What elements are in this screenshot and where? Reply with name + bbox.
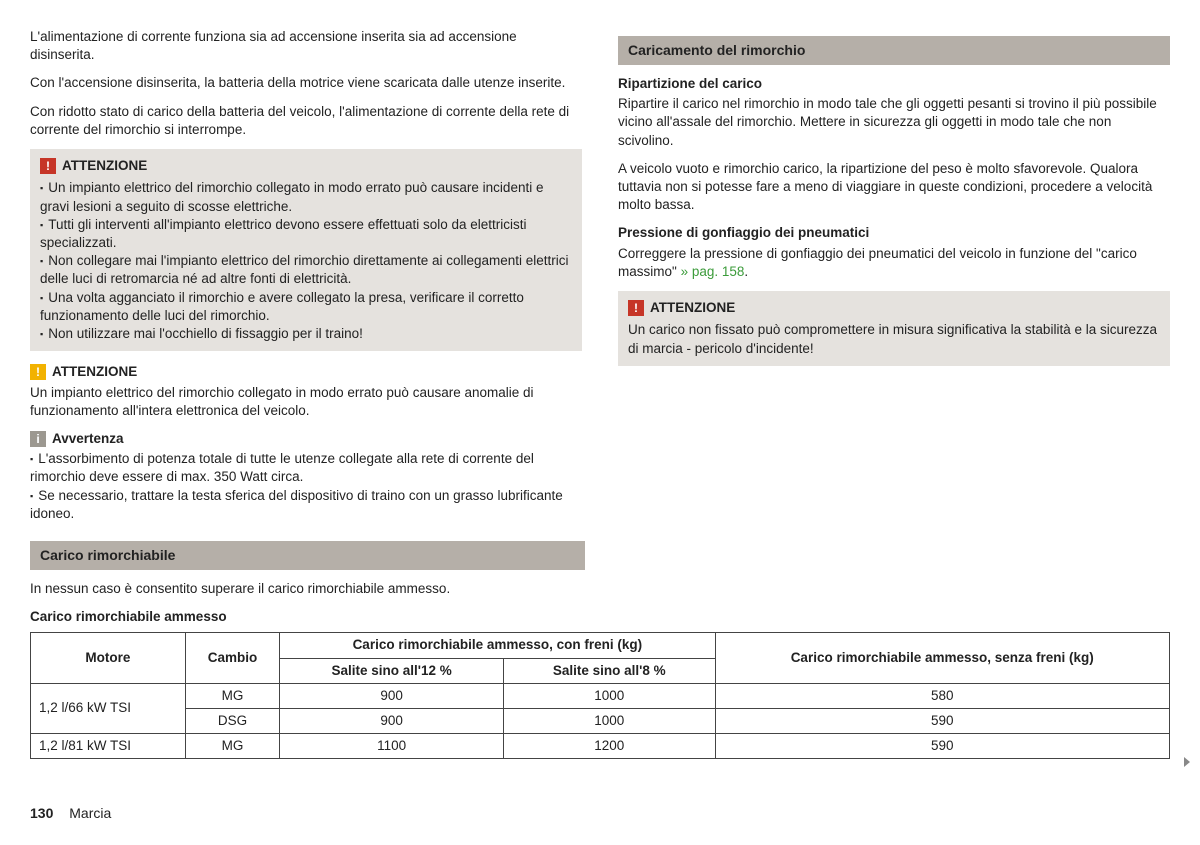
section-header: Carico rimorchiabile [30,541,585,570]
cell-gearbox: MG [185,734,279,759]
cell-value: 590 [715,709,1170,734]
cell-value: 1200 [503,734,715,759]
th-cambio: Cambio [185,633,279,683]
table-row: 1,2 l/81 kW TSI MG 1100 1200 590 [31,734,1170,759]
warning-title: ATTENZIONE [650,299,735,317]
towing-load-table: Motore Cambio Carico rimorchiabile ammes… [30,632,1170,759]
warning-icon: ! [628,300,644,316]
cell-value: 1100 [280,734,504,759]
cell-engine: 1,2 l/66 kW TSI [31,683,186,733]
bottom-section: Carico rimorchiabile In nessun caso è co… [30,541,1170,759]
right-column: Caricamento del rimorchio Ripartizione d… [618,28,1170,523]
cell-value: 900 [280,683,504,708]
cell-engine: 1,2 l/81 kW TSI [31,734,186,759]
warning-box-red: ! ATTENZIONE Un impianto elettrico del r… [30,149,582,351]
table-caption: Carico rimorchiabile ammesso [30,608,1170,626]
th-confreni: Carico rimorchiabile ammesso, con freni … [280,633,715,658]
body-text: Con l'accensione disinserita, la batteri… [30,74,582,92]
warning-bullet: Un impianto elettrico del rimorchio coll… [40,179,572,215]
left-column: L'alimentazione di corrente funziona sia… [30,28,582,523]
page-number: 130 [30,805,53,821]
cell-gearbox: DSG [185,709,279,734]
footer-section-name: Marcia [69,805,111,821]
info-icon: i [30,431,46,447]
warning-bullet: Una volta agganciato il rimorchio e aver… [40,289,572,325]
table-header-row: Motore Cambio Carico rimorchiabile ammes… [31,633,1170,658]
body-text: Correggere la pressione di gonfiaggio de… [618,245,1170,281]
body-fragment: . [744,264,748,279]
cell-value: 580 [715,683,1170,708]
section-header: Caricamento del rimorchio [618,36,1170,65]
body-text: In nessun caso è consentito superare il … [30,580,1170,598]
th-slope-8: Salite sino all'8 % [503,658,715,683]
warning-box-red: ! ATTENZIONE Un carico non fissato può c… [618,291,1170,366]
table-row: DSG 900 1000 590 [31,709,1170,734]
note-bullet: L'assorbimento di potenza totale di tutt… [30,450,582,486]
body-text: Ripartire il carico nel rimorchio in mod… [618,95,1170,150]
body-text: A veicolo vuoto e rimorchio carico, la r… [618,160,1170,215]
body-text: Con ridotto stato di carico della batter… [30,103,582,139]
page-footer: 130 Marcia [30,804,111,823]
subheading: Ripartizione del carico [618,75,1170,93]
cell-value: 590 [715,734,1170,759]
page-reference-link[interactable]: » pag. 158 [681,264,745,279]
th-motore: Motore [31,633,186,683]
cell-value: 900 [280,709,504,734]
warning-bullet: Non collegare mai l'impianto elettrico d… [40,252,572,288]
note-title: Avvertenza [52,430,124,448]
warning-text: Un carico non fissato può compromettere … [628,321,1160,357]
table-row: 1,2 l/66 kW TSI MG 900 1000 580 [31,683,1170,708]
th-slope-12: Salite sino all'12 % [280,658,504,683]
warning-bullet: Tutti gli interventi all'impianto elettr… [40,216,572,252]
subheading: Pressione di gonfiaggio dei pneumatici [618,224,1170,242]
note-bullet: Se necessario, trattare la testa sferica… [30,487,582,523]
warning-title: ATTENZIONE [62,157,147,175]
body-text: L'alimentazione di corrente funziona sia… [30,28,582,64]
caution-icon: ! [30,364,46,380]
cell-gearbox: MG [185,683,279,708]
continue-arrow-icon [1184,757,1190,767]
warning-icon: ! [40,158,56,174]
caution-title: ATTENZIONE [52,363,137,381]
th-senzafreni: Carico rimorchiabile ammesso, senza fren… [715,633,1170,683]
cell-value: 1000 [503,683,715,708]
caution-text: Un impianto elettrico del rimorchio coll… [30,384,582,420]
cell-value: 1000 [503,709,715,734]
warning-bullet: Non utilizzare mai l'occhiello di fissag… [40,325,572,343]
